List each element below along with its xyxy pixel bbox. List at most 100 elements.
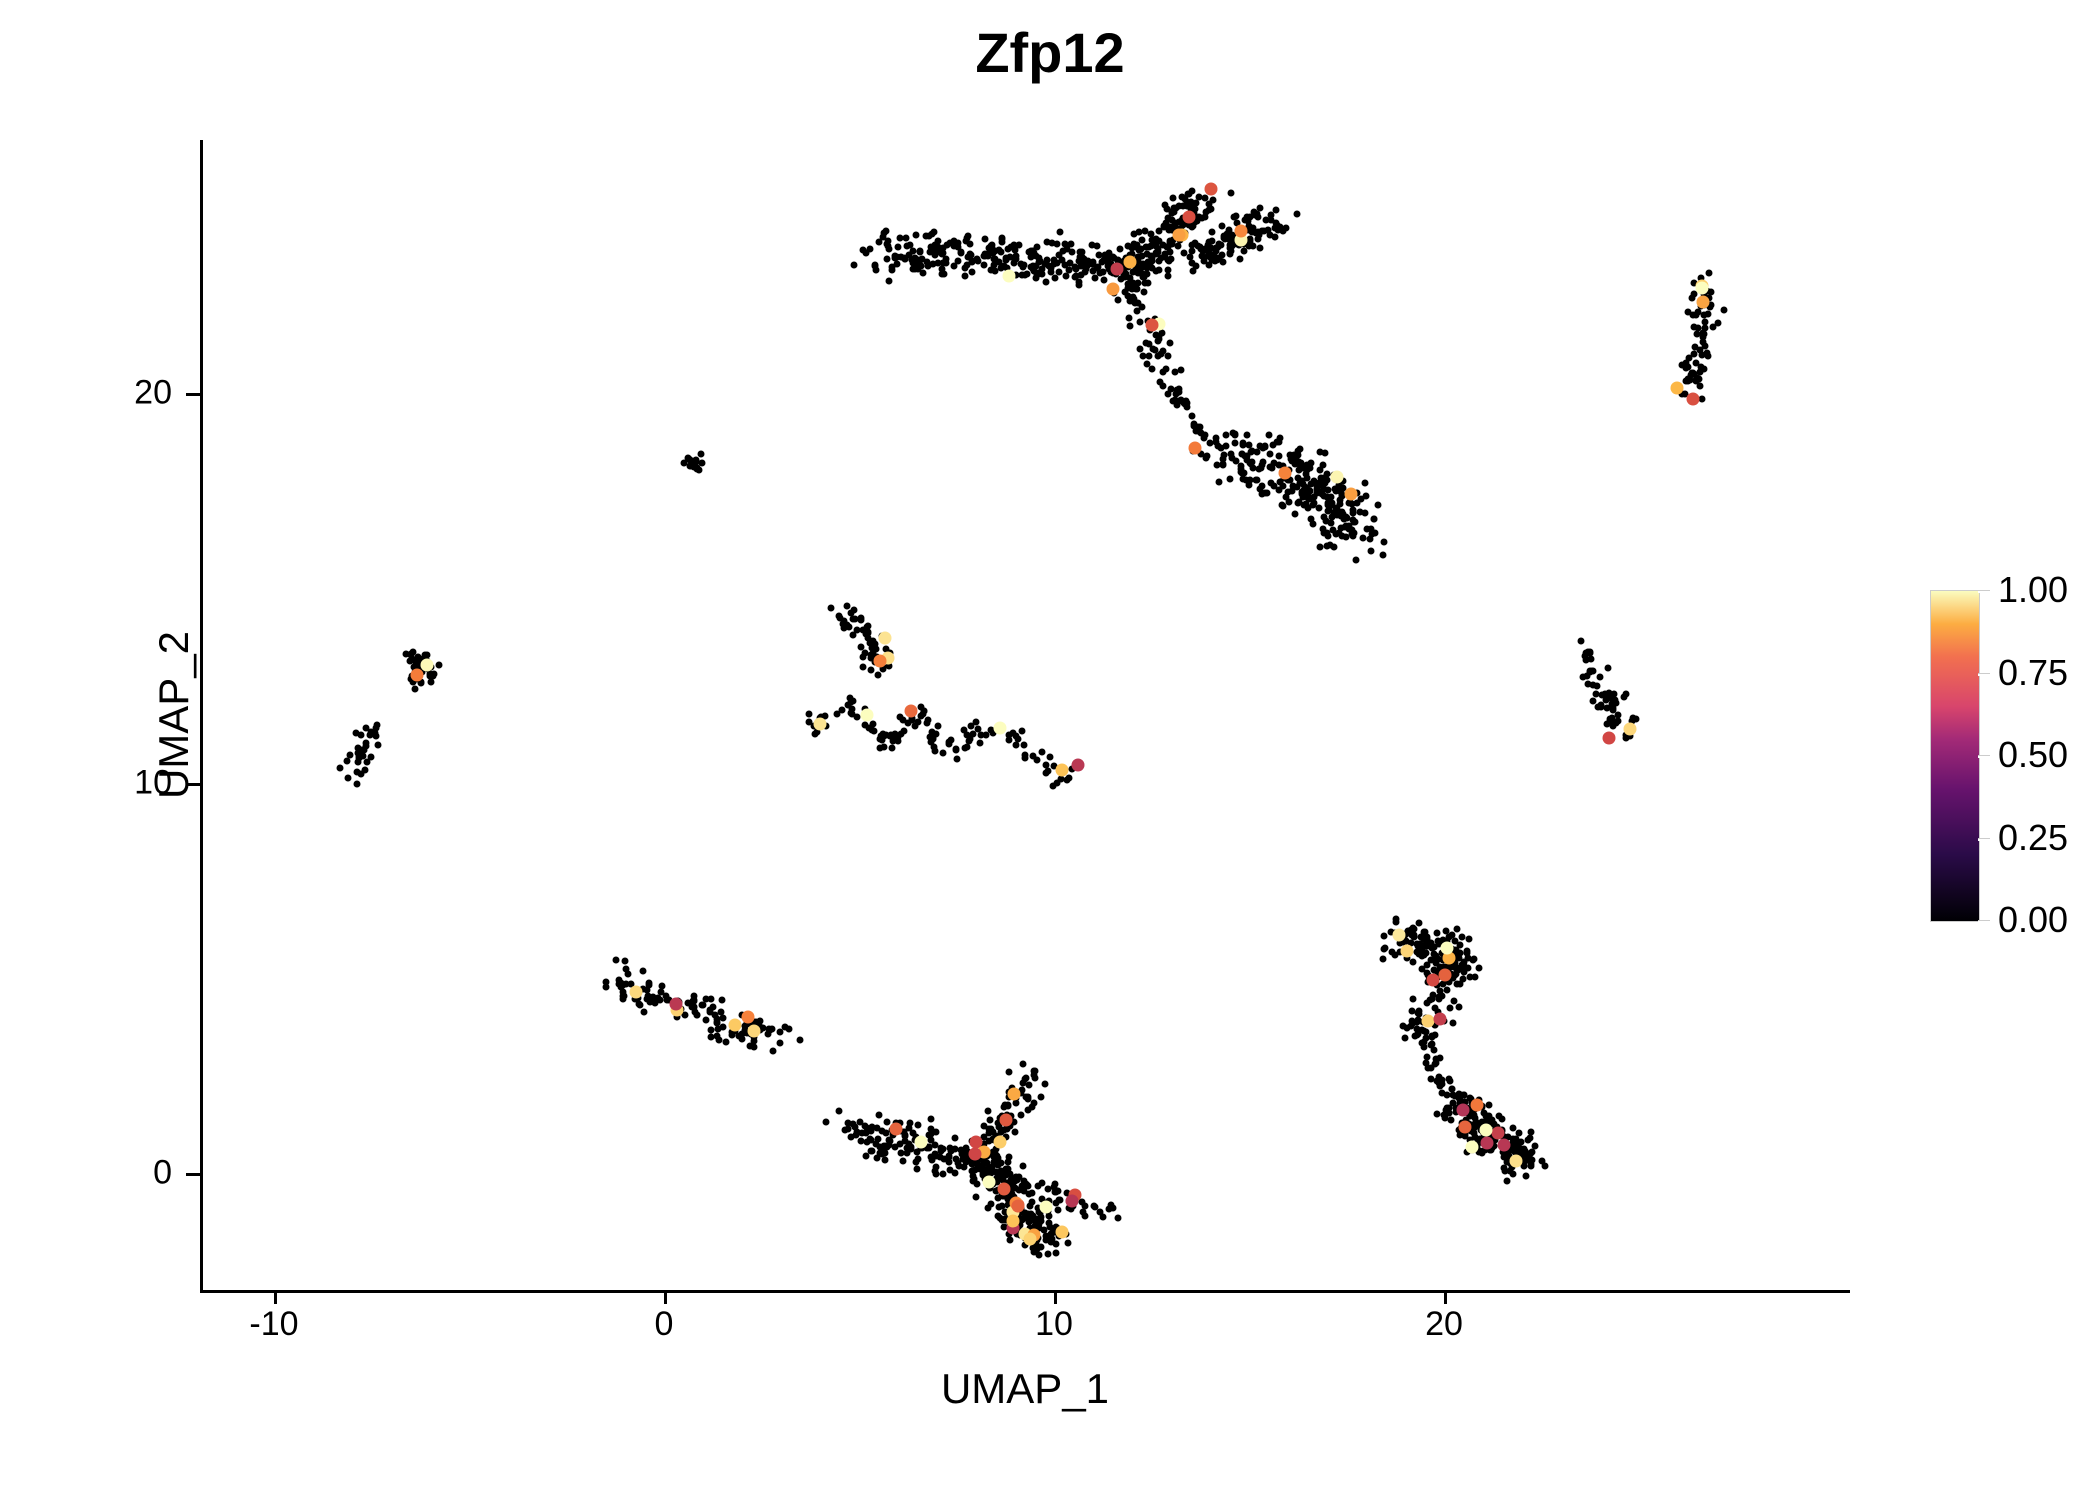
cell-point (1165, 215, 1172, 222)
cell-point (936, 1153, 943, 1160)
cell-point-high-expression (879, 632, 892, 645)
cell-point (856, 1118, 863, 1125)
cell-point (1148, 258, 1155, 265)
cell-point (859, 664, 866, 671)
cell-point-high-expression (1457, 1103, 1470, 1116)
cell-point (858, 1130, 865, 1137)
cell-point-high-expression (1480, 1124, 1493, 1137)
cell-point (1367, 526, 1374, 533)
cell-point (1260, 444, 1267, 451)
cell-point-high-expression (999, 1114, 1012, 1127)
cell-point (435, 662, 442, 669)
cell-point-high-expression (1696, 282, 1709, 295)
cell-point (1220, 235, 1227, 242)
cell-point (1578, 637, 1585, 644)
cell-point (1001, 1104, 1008, 1111)
cell-point (1020, 1162, 1027, 1169)
cell-point (1220, 451, 1227, 458)
cell-point (1039, 1180, 1046, 1187)
cell-point (952, 1155, 959, 1162)
cell-point (1142, 227, 1149, 234)
cell-point (357, 732, 364, 739)
cell-point (1165, 391, 1172, 398)
cell-point-high-expression (968, 1148, 981, 1161)
cell-point (883, 240, 890, 247)
cell-point-high-expression (1123, 255, 1136, 268)
cell-point (1044, 239, 1051, 246)
cell-point (1585, 681, 1592, 688)
cell-point (1276, 479, 1283, 486)
cell-point (1031, 1248, 1038, 1255)
cell-point (1133, 285, 1140, 292)
cell-point (690, 1003, 697, 1010)
legend-tick (1978, 673, 1990, 676)
cell-point (1432, 1061, 1439, 1068)
x-axis-title: UMAP_1 (941, 1365, 1109, 1413)
cell-point (1208, 229, 1215, 236)
cell-point (1485, 1102, 1492, 1109)
cell-point (1264, 227, 1271, 234)
cell-point (1437, 987, 1444, 994)
legend-label: 0.75 (1998, 652, 2068, 694)
cell-point (1164, 244, 1171, 251)
cell-point (1499, 1116, 1506, 1123)
cell-point (1114, 1214, 1121, 1221)
cell-point (863, 249, 870, 256)
cell-point (843, 603, 850, 610)
cell-point (1055, 1206, 1062, 1213)
cell-point (1488, 1116, 1495, 1123)
cell-point (1022, 1075, 1029, 1082)
cell-point (1206, 207, 1213, 214)
cell-point (1289, 457, 1296, 464)
x-tick-label: 20 (1425, 1305, 1463, 1344)
cell-point (858, 616, 865, 623)
cell-point (1343, 513, 1350, 520)
cell-point (939, 749, 946, 756)
cell-point (892, 1143, 899, 1150)
cell-point (930, 260, 937, 267)
x-tick-mark (664, 1290, 667, 1304)
cell-point (1429, 1040, 1436, 1047)
cell-point (1005, 1154, 1012, 1161)
cell-point (1136, 247, 1143, 254)
cell-point (1684, 377, 1691, 384)
cell-point (374, 741, 381, 748)
cell-point (1062, 272, 1069, 279)
cell-point (1233, 458, 1240, 465)
cell-point (1527, 1150, 1534, 1157)
cell-point (874, 672, 881, 679)
cell-point (880, 229, 887, 236)
cell-point (735, 1033, 742, 1040)
cell-point (966, 736, 973, 743)
cell-point (1370, 516, 1377, 523)
cell-point (1157, 379, 1164, 386)
cell-point (962, 272, 969, 279)
cell-point (1152, 267, 1159, 274)
cell-point-high-expression (1458, 1120, 1471, 1133)
cell-point (1180, 203, 1187, 210)
cell-point (1392, 916, 1399, 923)
cell-point (1089, 241, 1096, 248)
cell-point (796, 1037, 803, 1044)
cell-point (1409, 996, 1416, 1003)
cell-point (1268, 464, 1275, 471)
cell-point (952, 1170, 959, 1177)
cell-point-high-expression (890, 1123, 903, 1136)
cell-point-high-expression (1235, 225, 1248, 238)
cell-point (372, 725, 379, 732)
cell-point (353, 780, 360, 787)
cell-point (811, 731, 818, 738)
cell-point (838, 707, 845, 714)
cell-point (1043, 770, 1050, 777)
cell-point (1587, 655, 1594, 662)
legend-label: 0.50 (1998, 734, 2068, 776)
cell-point (1447, 1004, 1454, 1011)
cell-point-high-expression (1107, 283, 1120, 296)
plot-area: -10 0 10 20 0 10 20 UMAP_1 UMAP_2 (200, 140, 1850, 1290)
cell-point (1353, 557, 1360, 564)
cell-point (868, 1148, 875, 1155)
cell-point (1020, 1188, 1027, 1195)
cell-point (1229, 429, 1236, 436)
color-legend-gradient (1930, 590, 1980, 922)
cell-point (1267, 451, 1274, 458)
